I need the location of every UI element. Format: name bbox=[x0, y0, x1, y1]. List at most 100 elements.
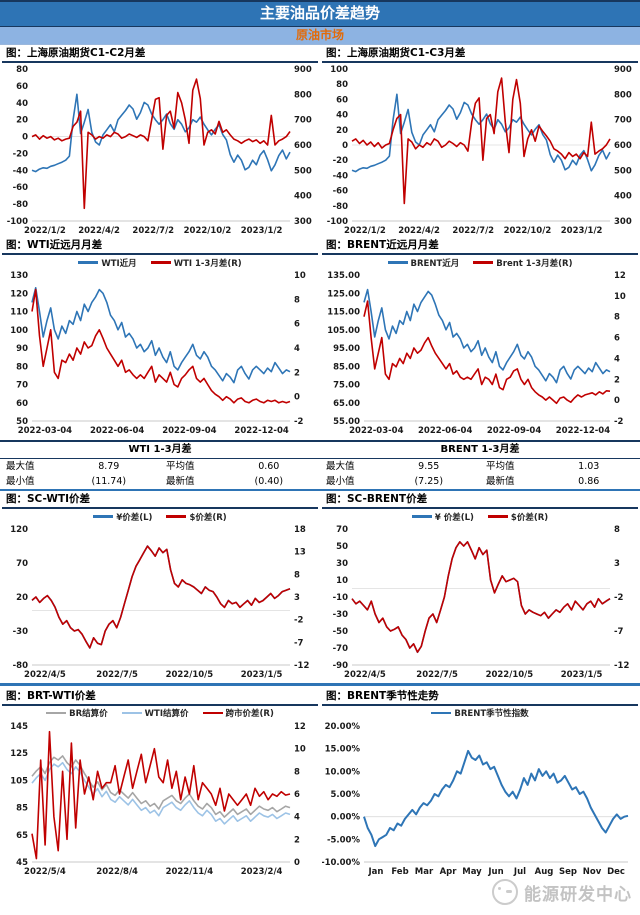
y-axis-tick-right: 400 bbox=[294, 192, 312, 202]
y-axis-tick-right: -2 bbox=[294, 616, 304, 626]
x-axis-tick: Feb bbox=[391, 867, 408, 877]
y-axis-tick: 85.00 bbox=[333, 362, 360, 372]
section-title: 原油市场 bbox=[0, 27, 640, 45]
chart-brent-spread: 图：BRENT近远月月差 BRENT近月 Brent 1-3月差(R) 135.00… bbox=[320, 237, 640, 437]
y-axis-tick: 80 bbox=[336, 80, 348, 90]
line-series bbox=[363, 749, 629, 847]
legend-label: BRENT季节性指数 bbox=[454, 709, 529, 719]
y-axis-tick-right: -2 bbox=[614, 417, 624, 427]
y-axis-tick: 130 bbox=[10, 271, 28, 281]
y-axis-tick-right: 4 bbox=[294, 812, 300, 822]
y-axis-tick-right: 8 bbox=[294, 767, 300, 777]
legend-label: BRENT近月 bbox=[410, 258, 460, 269]
x-axis-tick: 2022-09-04 bbox=[487, 426, 541, 436]
stat-label: 最小值 bbox=[325, 476, 355, 487]
line-series bbox=[351, 77, 611, 205]
x-axis-tick: 2022-03-04 bbox=[18, 426, 72, 436]
line-series bbox=[31, 545, 291, 649]
y-axis-tick: 120 bbox=[10, 525, 28, 535]
x-axis-tick: 2022/10/5 bbox=[166, 670, 214, 680]
y-axis-tick: -70 bbox=[333, 644, 348, 654]
y-axis-tick: 80 bbox=[16, 362, 28, 372]
y-axis-tick: -20 bbox=[333, 156, 348, 166]
chart-row-2: 图：WTI近远月月差 WTI近月 WTI 1-3月差(R) 130 120 110 100… bbox=[0, 237, 640, 437]
y-axis-tick: 90 bbox=[16, 344, 28, 354]
x-axis-tick: 2022-12-04 bbox=[234, 426, 288, 436]
legend-item: WTI 1-3月差(R) bbox=[150, 257, 242, 269]
x-axis-tick: Aug bbox=[535, 867, 554, 877]
chart-legend: ¥价差(L) $价差(R) bbox=[2, 510, 318, 523]
line-series bbox=[31, 545, 291, 649]
y-axis-tick: 0 bbox=[22, 133, 28, 143]
chart-plot: 120 70 20 -30 -80 18 13 8 3 -2 -7 -12 2022/4/5 2022/7… bbox=[10, 525, 309, 680]
stat-value: (0.40) bbox=[254, 476, 284, 487]
y-axis-tick-right: 8 bbox=[294, 295, 300, 305]
chart-legend: BRENT季节性指数 bbox=[322, 707, 638, 720]
y-axis-tick: 125 bbox=[10, 749, 28, 759]
legend-item: BRENT季节性指数 bbox=[431, 707, 529, 719]
chart-brt-wti: 图：BRT-WTI价差 BR结算价 WTI结算价 跨市价差(R) 145 125 105 8… bbox=[0, 688, 320, 878]
x-axis-tick: 2022-06-04 bbox=[90, 426, 144, 436]
y-axis-tick: -100 bbox=[327, 217, 348, 227]
y-axis-tick: 145 bbox=[10, 722, 28, 732]
x-axis-tick: 2022-06-04 bbox=[418, 426, 472, 436]
stats-table: WTI 1-3月差 BRENT 1-3月差 最大值 8.79 平均值 0.60 … bbox=[0, 440, 640, 491]
x-axis-tick: Jun bbox=[487, 867, 503, 877]
chart-row-4: 图：BRT-WTI价差 BR结算价 WTI结算价 跨市价差(R) 145 125 105 8… bbox=[0, 688, 640, 878]
y-axis-tick-right: 500 bbox=[294, 166, 312, 176]
y-axis-tick: 0 bbox=[342, 141, 348, 151]
legend-label: ¥价差(L) bbox=[116, 512, 153, 523]
y-axis-tick-right: 2 bbox=[614, 375, 620, 385]
legend-line-swatch bbox=[411, 515, 432, 518]
legend-label: WTI结算价 bbox=[144, 709, 189, 719]
y-axis-tick-right: 0 bbox=[294, 393, 300, 403]
legend-label: 跨市价差(R) bbox=[225, 709, 274, 719]
y-axis-tick: -80 bbox=[13, 200, 28, 210]
y-axis-tick-right: 13 bbox=[294, 548, 306, 558]
legend-label: Brent 1-3月差(R) bbox=[496, 258, 573, 269]
y-axis-tick: 65.00 bbox=[333, 399, 360, 409]
x-axis-tick: 2022-12-04 bbox=[556, 426, 610, 436]
legend-item: Brent 1-3月差(R) bbox=[473, 257, 572, 269]
stat-label: 平均值 bbox=[165, 461, 195, 472]
legend-label: $价差(R) bbox=[510, 512, 549, 523]
line-series bbox=[31, 761, 291, 825]
chart-canvas: WTI近月 WTI 1-3月差(R) 130 120 110 100 90 80 70 60 50 1… bbox=[2, 256, 318, 437]
x-axis-tick: 2022/1/2 bbox=[24, 226, 66, 236]
y-axis-tick: 10 bbox=[336, 576, 348, 586]
x-axis-tick: Sep bbox=[559, 867, 577, 877]
legend-label: WTI近月 bbox=[101, 258, 137, 269]
y-axis-tick: 135.00 bbox=[327, 271, 360, 281]
x-axis-tick: Jan bbox=[368, 867, 384, 877]
watermark: 能源研发中心 bbox=[492, 879, 632, 905]
fish-logo-icon bbox=[492, 879, 518, 905]
y-axis-tick: 40 bbox=[336, 111, 348, 121]
stats-left-title: WTI 1-3月差 bbox=[128, 444, 192, 455]
y-axis-tick: 20.00% bbox=[325, 722, 361, 732]
chart-row-3: 图：SC-WTI价差 ¥价差(L) $价差(R) 120 70 20 -30 -80 18 13… bbox=[0, 491, 640, 681]
chart-legend: BR结算价 WTI结算价 跨市价差(R) bbox=[2, 707, 318, 720]
chart-plot: 20.00% 15.00% 10.00% 5.00% 0.00% -5.00% -10.00… bbox=[322, 722, 629, 877]
y-axis-tick-right: 2 bbox=[294, 368, 300, 378]
chart-plot: 130 120 110 100 90 80 70 60 50 10 8 6 4 2 0 -2 2022-03-0… bbox=[10, 271, 306, 436]
y-axis-tick-right: 8 bbox=[614, 525, 620, 535]
y-axis-tick: 10.00% bbox=[325, 767, 361, 777]
legend-line-swatch bbox=[166, 515, 187, 518]
legend-line-swatch bbox=[150, 261, 171, 264]
watermark-text: 能源研发中心 bbox=[524, 884, 632, 905]
stat-label: 最小值 bbox=[6, 476, 35, 487]
chart-plot: 80 60 40 20 0 -20 -40 -60 -80 -100 900 800 700 600 500… bbox=[7, 65, 312, 236]
stat-value: 0.86 bbox=[578, 476, 600, 487]
stats-right-title: BRENT 1-3月差 bbox=[440, 444, 520, 455]
y-axis-tick: -80 bbox=[13, 661, 28, 671]
stat-label: 最大值 bbox=[325, 461, 355, 472]
legend-label: BR结算价 bbox=[69, 709, 108, 719]
y-axis-tick: 125.00 bbox=[327, 289, 360, 299]
legend-item: $价差(R) bbox=[166, 511, 227, 523]
y-axis-tick-right: -12 bbox=[294, 661, 309, 671]
x-axis-tick: 2022-09-04 bbox=[162, 426, 216, 436]
y-axis-tick: 30 bbox=[336, 559, 348, 569]
chart-wti-spread: 图：WTI近远月月差 WTI近月 WTI 1-3月差(R) 130 120 110 100… bbox=[0, 237, 320, 437]
legend-item: WTI近月 bbox=[78, 257, 137, 269]
y-axis-tick-right: 6 bbox=[294, 320, 300, 330]
